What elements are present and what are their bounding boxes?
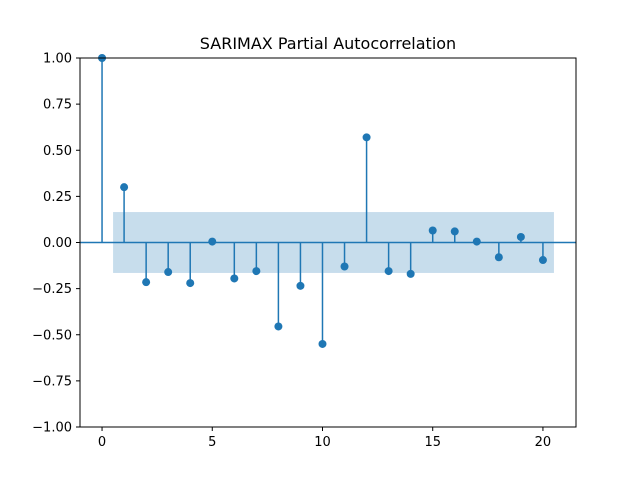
stem-marker-lag-10 [318, 339, 327, 348]
stem-marker-lag-9 [296, 281, 305, 290]
stem-marker-lag-1 [120, 183, 129, 192]
stem-marker-lag-2 [142, 278, 151, 287]
x-tick-label: 10 [314, 435, 331, 450]
y-tick-label: −1.00 [32, 421, 72, 436]
stem-marker-lag-3 [164, 268, 173, 277]
axes-layer: 0 5 10 15 20 −1.00 −0.75 −0.50 −0.25 0.00 0.25 0.50… [32, 52, 577, 450]
stem-marker-lag-15 [428, 226, 437, 235]
stem-marker-lag-13 [384, 267, 393, 276]
y-tick-label: 0.50 [43, 144, 72, 159]
stem-marker-lag-20 [538, 256, 547, 265]
y-tick-label: −0.75 [32, 374, 72, 389]
stem-marker-lag-16 [450, 227, 459, 236]
stem-marker-lag-14 [406, 269, 415, 278]
stem-marker-lag-19 [516, 232, 525, 241]
y-tick-label: 0.25 [43, 190, 72, 205]
stem-marker-lag-12 [362, 133, 371, 142]
y-tick-label: 0.00 [43, 236, 72, 251]
x-tick-label: 5 [208, 435, 216, 450]
stem-marker-lag-6 [230, 274, 239, 283]
x-tick-label: 0 [98, 435, 106, 450]
stem-marker-lag-4 [186, 279, 195, 288]
y-tick-label: −0.50 [32, 328, 72, 343]
x-tick-label: 20 [535, 435, 552, 450]
stem-marker-lag-7 [252, 267, 261, 276]
x-tick-label: 15 [424, 435, 441, 450]
chart-title: SARIMAX Partial Autocorrelation [200, 34, 456, 53]
stem-marker-lag-5 [208, 237, 217, 246]
stem-marker-lag-18 [494, 253, 503, 262]
y-tick-label: 0.75 [43, 98, 72, 113]
stem-marker-lag-17 [472, 237, 481, 246]
y-tick-label: −0.25 [32, 282, 72, 297]
stem-marker-lag-11 [340, 262, 349, 271]
stem-layer [98, 54, 547, 348]
stem-marker-lag-8 [274, 322, 283, 331]
y-tick-label: 1.00 [43, 52, 72, 67]
